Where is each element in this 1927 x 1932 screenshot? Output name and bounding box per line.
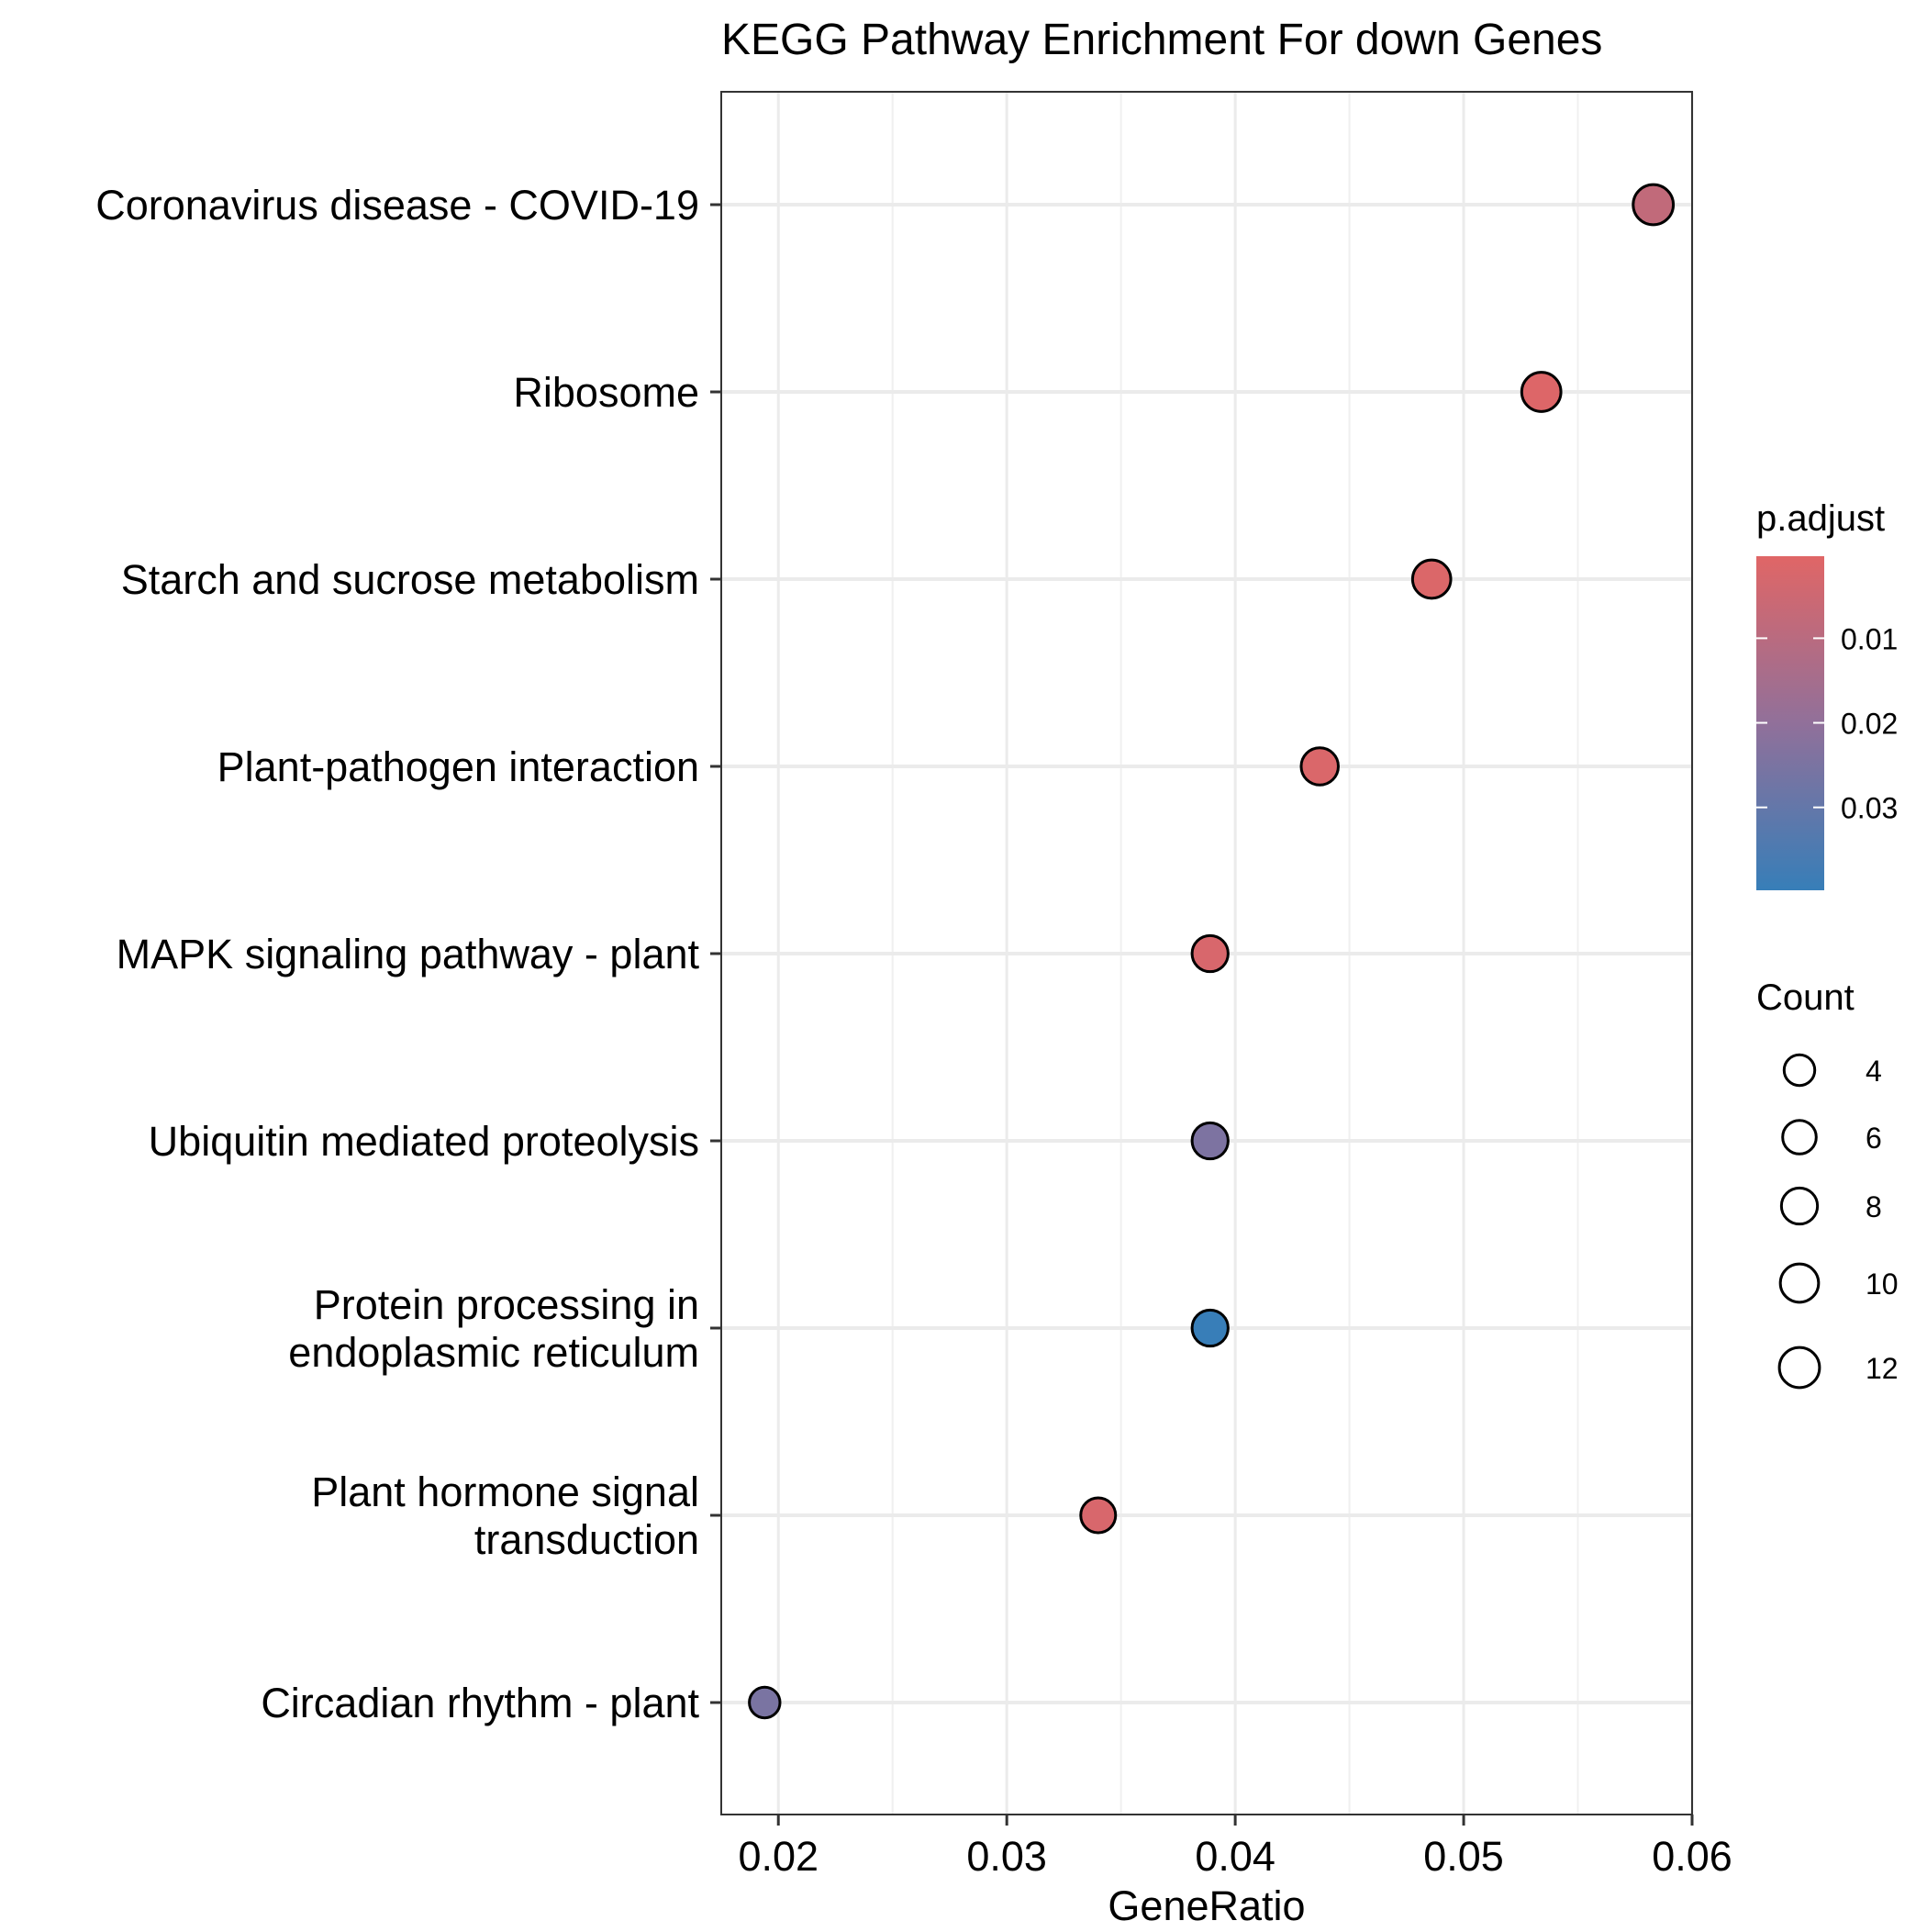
size-key-label: 8 xyxy=(1866,1190,1882,1223)
y-tick-label: Ribosome xyxy=(513,369,699,416)
y-tick-label: Plant hormone signal xyxy=(311,1469,699,1515)
size-key-label: 10 xyxy=(1866,1268,1899,1301)
y-tick-label: endoplasmic reticulum xyxy=(288,1329,699,1376)
y-tick-label: Protein processing in xyxy=(314,1281,699,1328)
size-key-label: 12 xyxy=(1866,1352,1899,1385)
point-plant-hormone-signal-transduction xyxy=(1079,1496,1118,1535)
size-legend: Count 4 6 8 10 12 xyxy=(1756,977,1899,1390)
point-starch-and-sucrose-metabolism xyxy=(1410,558,1453,600)
size-legend-items: 4 6 8 10 12 xyxy=(1777,1053,1899,1390)
point-circadian-rhythm-plant xyxy=(748,1685,782,1720)
y-tick-label: Ubiquitin mediated proteolysis xyxy=(149,1118,699,1165)
x-tick-label: 0.02 xyxy=(738,1833,819,1880)
color-tick-label: 0.02 xyxy=(1841,708,1898,741)
size-legend-title: Count xyxy=(1756,977,1855,1018)
point-protein-processing-in-endoplasmic-reticulum xyxy=(1190,1308,1230,1348)
x-tick-label: 0.06 xyxy=(1652,1833,1732,1880)
color-legend: p.adjust 0.01 0.02 0.03 xyxy=(1756,498,1898,890)
color-tick-label: 0.01 xyxy=(1841,622,1898,655)
color-legend-ticks: 0.01 0.02 0.03 xyxy=(1756,622,1898,825)
color-legend-title: p.adjust xyxy=(1756,498,1885,539)
color-bar xyxy=(1756,556,1824,890)
size-key-circle xyxy=(1782,1053,1817,1088)
size-key-circle xyxy=(1778,1262,1821,1304)
size-key-circle xyxy=(1781,1119,1818,1156)
color-tick-label: 0.03 xyxy=(1841,792,1898,825)
x-tick-label: 0.05 xyxy=(1423,1833,1504,1880)
y-tick-label: Plant-pathogen interaction xyxy=(217,743,699,790)
y-tick-label: Coronavirus disease - COVID-19 xyxy=(95,182,699,229)
x-axis: 0.02 0.03 0.04 0.05 0.06 xyxy=(738,1815,1732,1880)
chart-title: KEGG Pathway Enrichment For down Genes xyxy=(721,16,1602,64)
size-key-circle xyxy=(1779,1186,1820,1226)
x-tick-label: 0.04 xyxy=(1195,1833,1275,1880)
size-key-label: 6 xyxy=(1866,1122,1882,1155)
y-tick-label: transduction xyxy=(474,1516,699,1563)
y-tick-label: MAPK signaling pathway - plant xyxy=(117,931,700,977)
point-ubiquitin-mediated-proteolysis xyxy=(1190,1121,1230,1161)
point-plant-pathogen-interaction xyxy=(1299,746,1340,787)
x-tick-label: 0.03 xyxy=(966,1833,1047,1880)
x-axis-label: GeneRatio xyxy=(1108,1882,1305,1927)
size-key-label: 4 xyxy=(1866,1055,1882,1088)
y-axis: Coronavirus disease - COVID-19 Ribosome St… xyxy=(95,182,721,1726)
point-coronavirus-disease-covid-19 xyxy=(1632,183,1676,227)
points-layer xyxy=(748,183,1676,1720)
point-mapk-signaling-pathway-plant xyxy=(1190,933,1230,974)
y-tick-label: Circadian rhythm - plant xyxy=(261,1680,699,1726)
point-ribosome xyxy=(1520,371,1563,413)
size-key-circle xyxy=(1777,1346,1821,1390)
y-tick-label: Starch and sucrose metabolism xyxy=(121,556,699,603)
